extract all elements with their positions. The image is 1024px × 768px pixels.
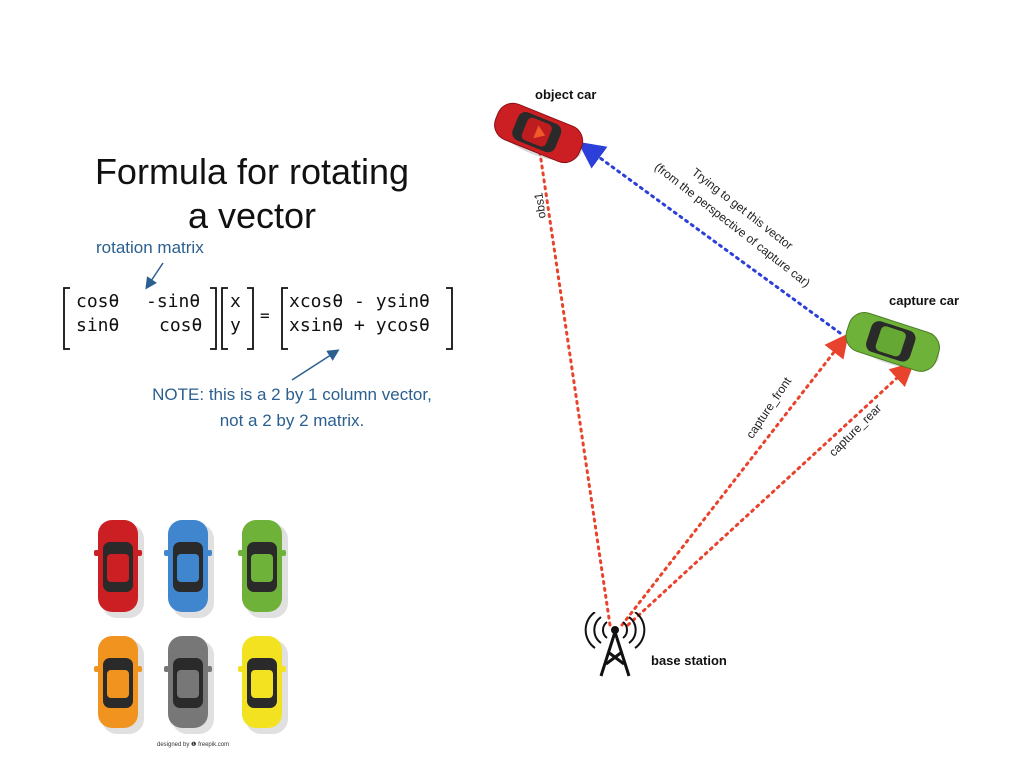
palette-car (164, 636, 214, 734)
vec-x: x (230, 291, 241, 312)
res-row-1: xcosθ - ysinθ (289, 291, 430, 312)
vector-note-line-2: (from the perspective of capture car) (652, 160, 813, 290)
matrix-brackets (63, 287, 453, 350)
capture-front-label: capture_front (743, 374, 795, 441)
obs1-label: obs1 (531, 191, 549, 219)
target-vector-line (577, 141, 842, 335)
object-car-label: object car (535, 87, 597, 102)
capture-front-line (620, 333, 849, 627)
rotation-equation: cosθ -sinθ sinθ cosθ x y = xcosθ - ysinθ… (60, 285, 460, 355)
car-palette-grid (90, 518, 310, 738)
capture-car (845, 312, 940, 372)
rot-r1c2: -sinθ (146, 291, 201, 312)
palette-car (164, 520, 214, 618)
object-car (494, 102, 584, 164)
note-text: NOTE: this is a 2 by 1 column vector, no… (120, 382, 464, 434)
palette-car (238, 520, 288, 618)
rotation-arrow (145, 262, 164, 290)
obs1-line (538, 151, 612, 627)
rot-r2c1: sinθ (76, 315, 120, 336)
note-line-1: NOTE: this is a 2 by 1 column vector, (152, 385, 432, 404)
palette-car (94, 520, 144, 618)
capture-rear-label: capture_rear (826, 401, 884, 459)
credit-text: designed by ❶ freepik.com (157, 742, 230, 748)
note-line-2: not a 2 by 2 matrix. (219, 411, 365, 430)
capture-car-label: capture car (889, 293, 960, 308)
palette-car (238, 636, 288, 734)
res-row-2: xsinθ + ycosθ (289, 315, 430, 336)
title-line-1: Formula for rotating (94, 151, 410, 192)
base-station-icon (584, 612, 646, 677)
equals-sign: = (260, 306, 270, 325)
vec-y: y (230, 315, 241, 336)
capture-rear-line (626, 361, 915, 627)
title-line-2: a vector (187, 195, 317, 236)
rot-r1c1: cosθ (76, 291, 120, 312)
note-arrow (291, 349, 340, 381)
rotation-matrix-label: rotation matrix (96, 238, 204, 257)
rot-r2c2: cosθ (159, 315, 203, 336)
car-palette-svg (94, 520, 288, 734)
palette-car (94, 636, 144, 734)
slide-title: Formula for rotating a vector (60, 150, 444, 238)
base-station-label: base station (651, 653, 727, 668)
